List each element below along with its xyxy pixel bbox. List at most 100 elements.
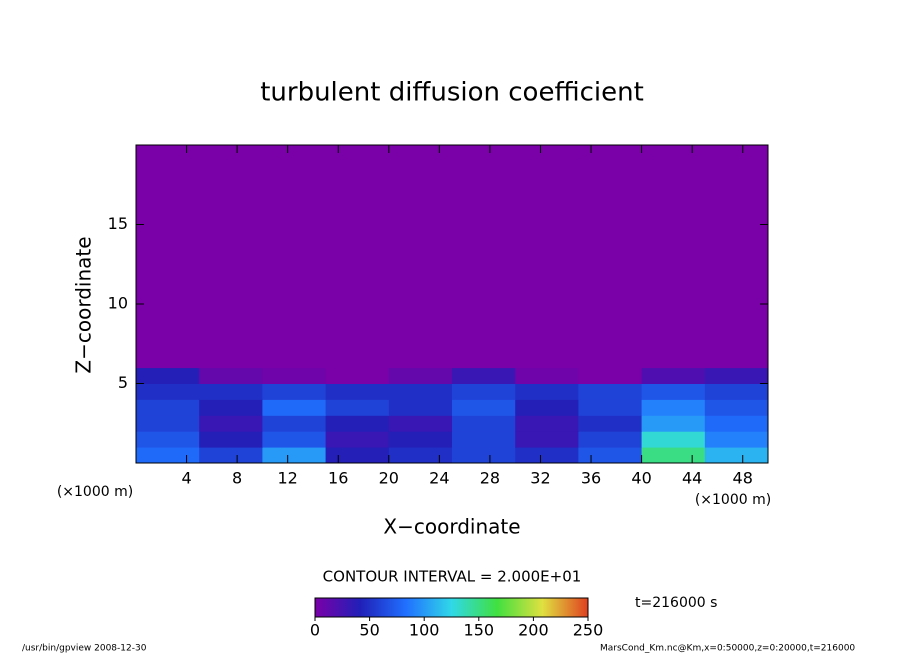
field-cell [641, 383, 706, 400]
field-cell [515, 145, 579, 369]
field-cell [578, 367, 643, 384]
field-cell [515, 447, 579, 464]
field-cell [262, 383, 327, 400]
field-cell [136, 431, 200, 448]
field-cell [515, 383, 579, 400]
x-tick-label: 28 [480, 469, 500, 488]
field-cell [199, 367, 263, 384]
field-cell [704, 145, 769, 369]
field-cell [262, 415, 327, 432]
field-cell [578, 399, 643, 416]
x-tick-label: 36 [581, 469, 601, 488]
field-cell [515, 415, 579, 432]
field-cell [136, 399, 200, 416]
field-cell [325, 383, 390, 400]
y-tick-label: 5 [118, 373, 128, 392]
field-cell [704, 447, 769, 464]
field-cell [262, 145, 327, 369]
field-cell [452, 383, 516, 400]
field-cell [515, 399, 579, 416]
colorbar-tick-label: 0 [310, 621, 320, 640]
footer-left: /usr/bin/gpview 2008-12-30 [22, 644, 147, 654]
x-tick-label: 16 [328, 469, 348, 488]
field-cell [199, 447, 263, 464]
field-cell [641, 367, 706, 384]
x-tick-label: 40 [631, 469, 651, 488]
y-tick-label: 10 [108, 294, 128, 313]
field-cell [452, 447, 516, 464]
field-cell [515, 367, 579, 384]
field-cell [641, 145, 706, 369]
field-cell [136, 447, 200, 464]
field-cell [388, 431, 453, 448]
x-tick-label: 32 [530, 469, 550, 488]
x-tick-label: 48 [733, 469, 753, 488]
field-cell [325, 447, 390, 464]
field-cell [388, 447, 453, 464]
x-tick-label: 20 [379, 469, 399, 488]
colorbar-tick-label: 250 [573, 621, 604, 640]
field-cell [262, 431, 327, 448]
field-cell [452, 431, 516, 448]
field-cell [199, 383, 263, 400]
field-cell [325, 399, 390, 416]
field-cell [136, 367, 200, 384]
field-cell [388, 367, 453, 384]
field-cell [388, 383, 453, 400]
field-cell [136, 145, 200, 369]
field-cell [262, 399, 327, 416]
field-cell [578, 383, 643, 400]
field-cell [578, 145, 643, 369]
field-cell [199, 415, 263, 432]
field-cell [325, 367, 390, 384]
x-tick-label: 24 [429, 469, 449, 488]
time-label: t=216000 s [635, 595, 717, 611]
x-tick-label: 12 [278, 469, 298, 488]
contour-interval: CONTOUR INTERVAL = 2.000E+01 [323, 568, 582, 586]
y-unit: (×1000 m) [57, 484, 133, 500]
field-cell [325, 145, 390, 369]
colorbar-tick-label: 150 [464, 621, 495, 640]
y-tick-label: 15 [108, 214, 128, 233]
field-cell [388, 415, 453, 432]
field-cell [704, 383, 769, 400]
y-axis-label: Z−coordinate [72, 236, 96, 373]
field-cell [641, 415, 706, 432]
field-cell [704, 367, 769, 384]
field-cell [325, 431, 390, 448]
colorbar-tick-label: 100 [409, 621, 440, 640]
field-cell [641, 447, 706, 464]
x-unit: (×1000 m) [695, 492, 771, 508]
field-cell [578, 447, 643, 464]
field-cell [641, 431, 706, 448]
field-cell [325, 415, 390, 432]
colorbar-tick-label: 50 [359, 621, 379, 640]
field-cell [515, 431, 579, 448]
field-cell [452, 367, 516, 384]
x-tick-label: 4 [181, 469, 191, 488]
field-cell [199, 431, 263, 448]
field-cell [452, 415, 516, 432]
field-cell [704, 415, 769, 432]
field-cell [199, 399, 263, 416]
field-cell [388, 399, 453, 416]
colorbar-tick-label: 200 [518, 621, 549, 640]
x-tick-label: 8 [232, 469, 242, 488]
field-cell [262, 367, 327, 384]
field-cell [704, 431, 769, 448]
field-cell [641, 399, 706, 416]
field-cell [136, 415, 200, 432]
field-cell [199, 145, 263, 369]
field-cell [578, 415, 643, 432]
field-cell [136, 383, 200, 400]
field-cell [704, 399, 769, 416]
chart-title: turbulent diffusion coefficient [260, 78, 644, 108]
colorbar [314, 597, 589, 618]
x-tick-label: 44 [682, 469, 702, 488]
field-cell [578, 431, 643, 448]
field-cell [452, 145, 516, 369]
field-cell [452, 399, 516, 416]
field-cell [388, 145, 453, 369]
field-cell [262, 447, 327, 464]
